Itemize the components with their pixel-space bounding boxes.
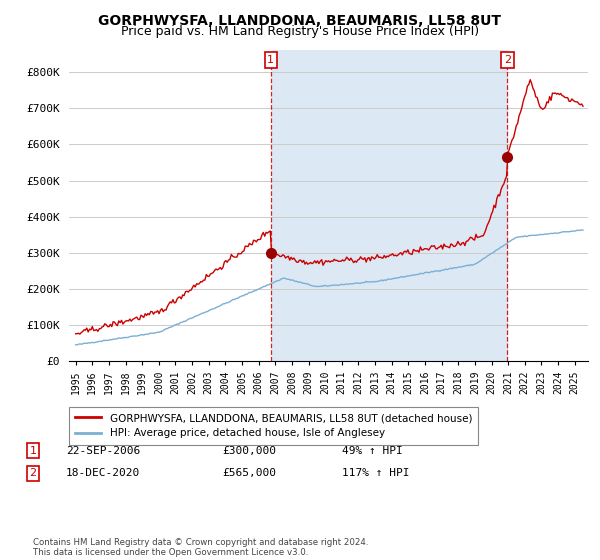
Text: GORPHWYSFA, LLANDDONA, BEAUMARIS, LL58 8UT: GORPHWYSFA, LLANDDONA, BEAUMARIS, LL58 8… — [98, 14, 502, 28]
Text: 1: 1 — [29, 446, 37, 456]
Text: 2: 2 — [504, 55, 511, 65]
Text: 22-SEP-2006: 22-SEP-2006 — [66, 446, 140, 456]
Text: 49% ↑ HPI: 49% ↑ HPI — [342, 446, 403, 456]
Text: 117% ↑ HPI: 117% ↑ HPI — [342, 468, 409, 478]
Text: 18-DEC-2020: 18-DEC-2020 — [66, 468, 140, 478]
Text: Contains HM Land Registry data © Crown copyright and database right 2024.
This d: Contains HM Land Registry data © Crown c… — [33, 538, 368, 557]
Text: 2: 2 — [29, 468, 37, 478]
Text: £300,000: £300,000 — [222, 446, 276, 456]
Text: £565,000: £565,000 — [222, 468, 276, 478]
Text: 1: 1 — [267, 55, 274, 65]
Legend: GORPHWYSFA, LLANDDONA, BEAUMARIS, LL58 8UT (detached house), HPI: Average price,: GORPHWYSFA, LLANDDONA, BEAUMARIS, LL58 8… — [69, 407, 478, 445]
Text: Price paid vs. HM Land Registry's House Price Index (HPI): Price paid vs. HM Land Registry's House … — [121, 25, 479, 38]
